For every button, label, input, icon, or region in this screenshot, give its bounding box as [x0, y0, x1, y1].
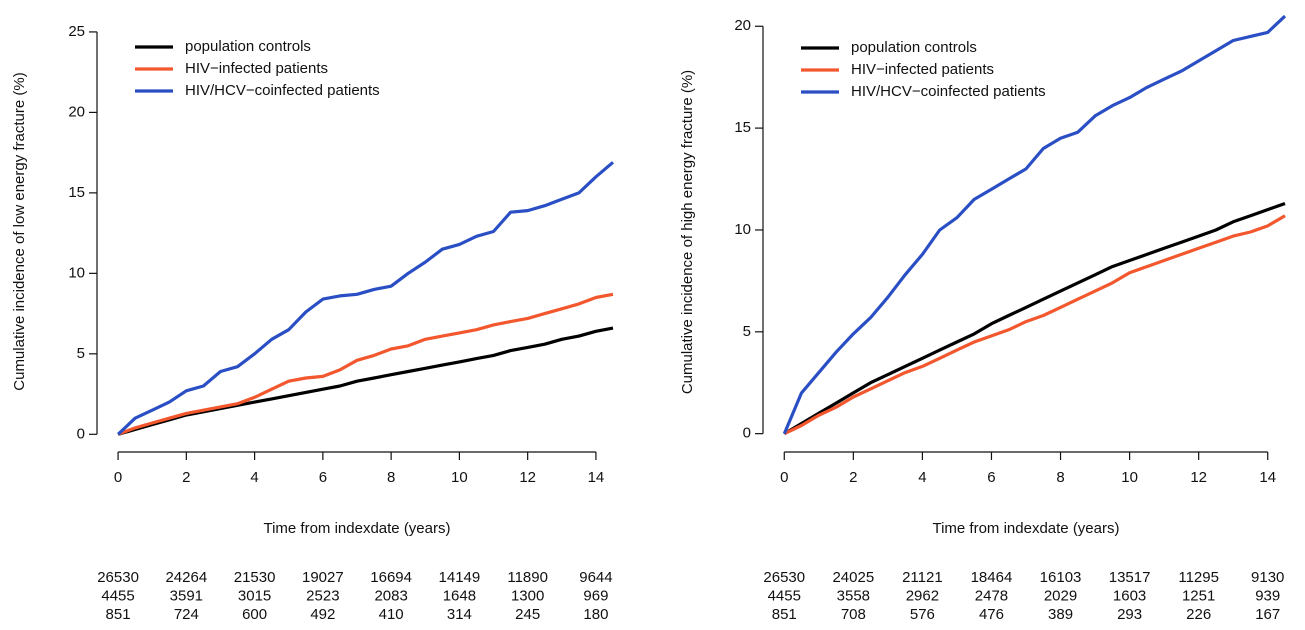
at-risk-count: 969 — [583, 587, 608, 604]
at-risk-count: 708 — [841, 606, 866, 623]
x-tick-label: 0 — [114, 469, 122, 486]
at-risk-count: 2083 — [374, 587, 407, 604]
at-risk-count: 26530 — [97, 569, 139, 586]
at-risk-count: 2523 — [306, 587, 339, 604]
series-line — [117, 326, 614, 436]
x-tick-label: 12 — [1190, 469, 1207, 486]
at-risk-count: 1300 — [511, 587, 544, 604]
x-tick-label: 2 — [182, 469, 190, 486]
at-risk-count: 410 — [379, 606, 404, 623]
x-tick-label: 4 — [250, 469, 258, 486]
at-risk-count: 851 — [106, 606, 131, 623]
at-risk-count: 24264 — [165, 569, 207, 586]
at-risk-count: 851 — [772, 606, 797, 623]
y-tick-label: 0 — [743, 425, 751, 442]
y-axis-title: Cumulative incidence of high energy frac… — [679, 70, 696, 394]
at-risk-count: 226 — [1186, 606, 1211, 623]
at-risk-count: 18464 — [971, 569, 1013, 586]
legend-label: HIV/HCV−coinfected patients — [185, 82, 380, 99]
at-risk-count: 24025 — [832, 569, 874, 586]
y-tick-label: 5 — [77, 345, 85, 362]
at-risk-count: 1603 — [1113, 587, 1146, 604]
at-risk-count: 3591 — [170, 587, 203, 604]
x-tick-label: 2 — [849, 469, 857, 486]
legend-label: HIV/HCV−coinfected patients — [851, 83, 1046, 100]
series-line — [783, 201, 1286, 436]
x-tick-label: 14 — [1259, 469, 1276, 486]
at-risk-count: 11295 — [1178, 569, 1219, 586]
at-risk-count: 476 — [979, 606, 1004, 623]
at-risk-count: 245 — [515, 606, 540, 623]
x-tick-label: 12 — [519, 469, 536, 486]
at-risk-count: 21121 — [902, 569, 943, 586]
at-risk-count: 9644 — [579, 569, 612, 586]
y-tick-label: 25 — [68, 23, 85, 40]
at-risk-count: 26530 — [763, 569, 805, 586]
y-tick-label: 20 — [68, 103, 85, 120]
at-risk-count: 180 — [583, 606, 608, 623]
series-line — [117, 292, 614, 436]
y-tick-label: 20 — [734, 17, 751, 34]
legend-label: population controls — [185, 38, 311, 55]
at-risk-count: 14149 — [439, 569, 481, 586]
x-axis-title: Time from indexdate (years) — [263, 520, 450, 537]
at-risk-count: 939 — [1255, 587, 1280, 604]
at-risk-count: 1251 — [1182, 587, 1215, 604]
at-risk-count: 21530 — [234, 569, 276, 586]
at-risk-count: 293 — [1117, 606, 1142, 623]
at-risk-count: 2962 — [906, 587, 939, 604]
x-tick-label: 0 — [780, 469, 788, 486]
x-tick-label: 10 — [1121, 469, 1138, 486]
series-line — [116, 161, 615, 436]
legend-label: population controls — [851, 39, 977, 56]
y-tick-label: 10 — [734, 221, 751, 238]
at-risk-count: 167 — [1255, 606, 1280, 623]
at-risk-count: 492 — [310, 606, 335, 623]
x-tick-label: 6 — [319, 469, 327, 486]
series-line — [782, 14, 1287, 435]
at-risk-count: 3015 — [238, 587, 271, 604]
y-tick-label: 15 — [734, 119, 751, 136]
x-tick-label: 8 — [387, 469, 395, 486]
y-tick-label: 5 — [743, 323, 751, 340]
at-risk-count: 4455 — [101, 587, 134, 604]
x-tick-label: 8 — [1056, 469, 1064, 486]
at-risk-count: 724 — [174, 606, 199, 623]
at-risk-count: 19027 — [302, 569, 344, 586]
at-risk-count: 2029 — [1044, 587, 1077, 604]
at-risk-count: 11890 — [507, 569, 548, 586]
y-tick-label: 10 — [68, 264, 85, 281]
x-tick-label: 4 — [918, 469, 926, 486]
y-tick-label: 15 — [68, 184, 85, 201]
at-risk-count: 16694 — [370, 569, 412, 586]
y-axis-title: Cumulative incidence of low energy fract… — [11, 72, 28, 390]
at-risk-count: 1648 — [443, 587, 476, 604]
y-tick-label: 0 — [77, 425, 85, 442]
legend-label: HIV−infected patients — [185, 60, 328, 77]
x-tick-label: 10 — [451, 469, 468, 486]
x-tick-label: 14 — [588, 469, 605, 486]
at-risk-count: 314 — [447, 606, 472, 623]
at-risk-count: 13517 — [1109, 569, 1151, 586]
at-risk-count: 9130 — [1251, 569, 1284, 586]
at-risk-count: 3558 — [837, 587, 870, 604]
at-risk-count: 16103 — [1040, 569, 1082, 586]
at-risk-count: 4455 — [768, 587, 801, 604]
x-tick-label: 6 — [987, 469, 995, 486]
at-risk-count: 600 — [242, 606, 267, 623]
at-risk-count: 389 — [1048, 606, 1073, 623]
series-line — [783, 214, 1286, 436]
at-risk-count: 2478 — [975, 587, 1008, 604]
legend-label: HIV−infected patients — [851, 61, 994, 78]
x-axis-title: Time from indexdate (years) — [932, 520, 1119, 537]
at-risk-count: 576 — [910, 606, 935, 623]
